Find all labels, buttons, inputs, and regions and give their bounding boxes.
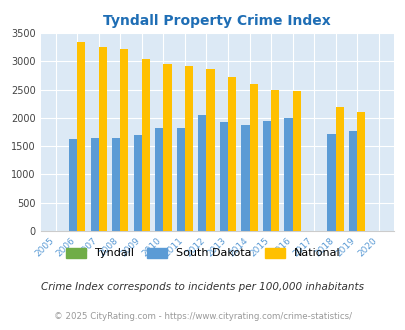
- Bar: [327, 134, 335, 231]
- Bar: [249, 84, 257, 231]
- Bar: [284, 118, 292, 231]
- Bar: [141, 59, 149, 231]
- Bar: [241, 125, 249, 231]
- Bar: [292, 91, 300, 231]
- Bar: [184, 66, 193, 231]
- Bar: [348, 131, 356, 231]
- Bar: [228, 77, 236, 231]
- Bar: [155, 128, 163, 231]
- Text: Crime Index corresponds to incidents per 100,000 inhabitants: Crime Index corresponds to incidents per…: [41, 282, 364, 292]
- Bar: [356, 112, 364, 231]
- Bar: [90, 138, 98, 231]
- Bar: [69, 139, 77, 231]
- Bar: [271, 90, 279, 231]
- Bar: [120, 49, 128, 231]
- Bar: [112, 138, 120, 231]
- Bar: [133, 135, 141, 231]
- Bar: [163, 64, 171, 231]
- Bar: [176, 128, 184, 231]
- Bar: [98, 47, 107, 231]
- Bar: [262, 121, 271, 231]
- Title: Tyndall Property Crime Index: Tyndall Property Crime Index: [103, 14, 330, 28]
- Legend: Tyndall, South Dakota, National: Tyndall, South Dakota, National: [61, 243, 344, 263]
- Text: © 2025 CityRating.com - https://www.cityrating.com/crime-statistics/: © 2025 CityRating.com - https://www.city…: [54, 312, 351, 321]
- Bar: [335, 107, 343, 231]
- Bar: [219, 122, 228, 231]
- Bar: [198, 115, 206, 231]
- Bar: [77, 42, 85, 231]
- Bar: [206, 69, 214, 231]
